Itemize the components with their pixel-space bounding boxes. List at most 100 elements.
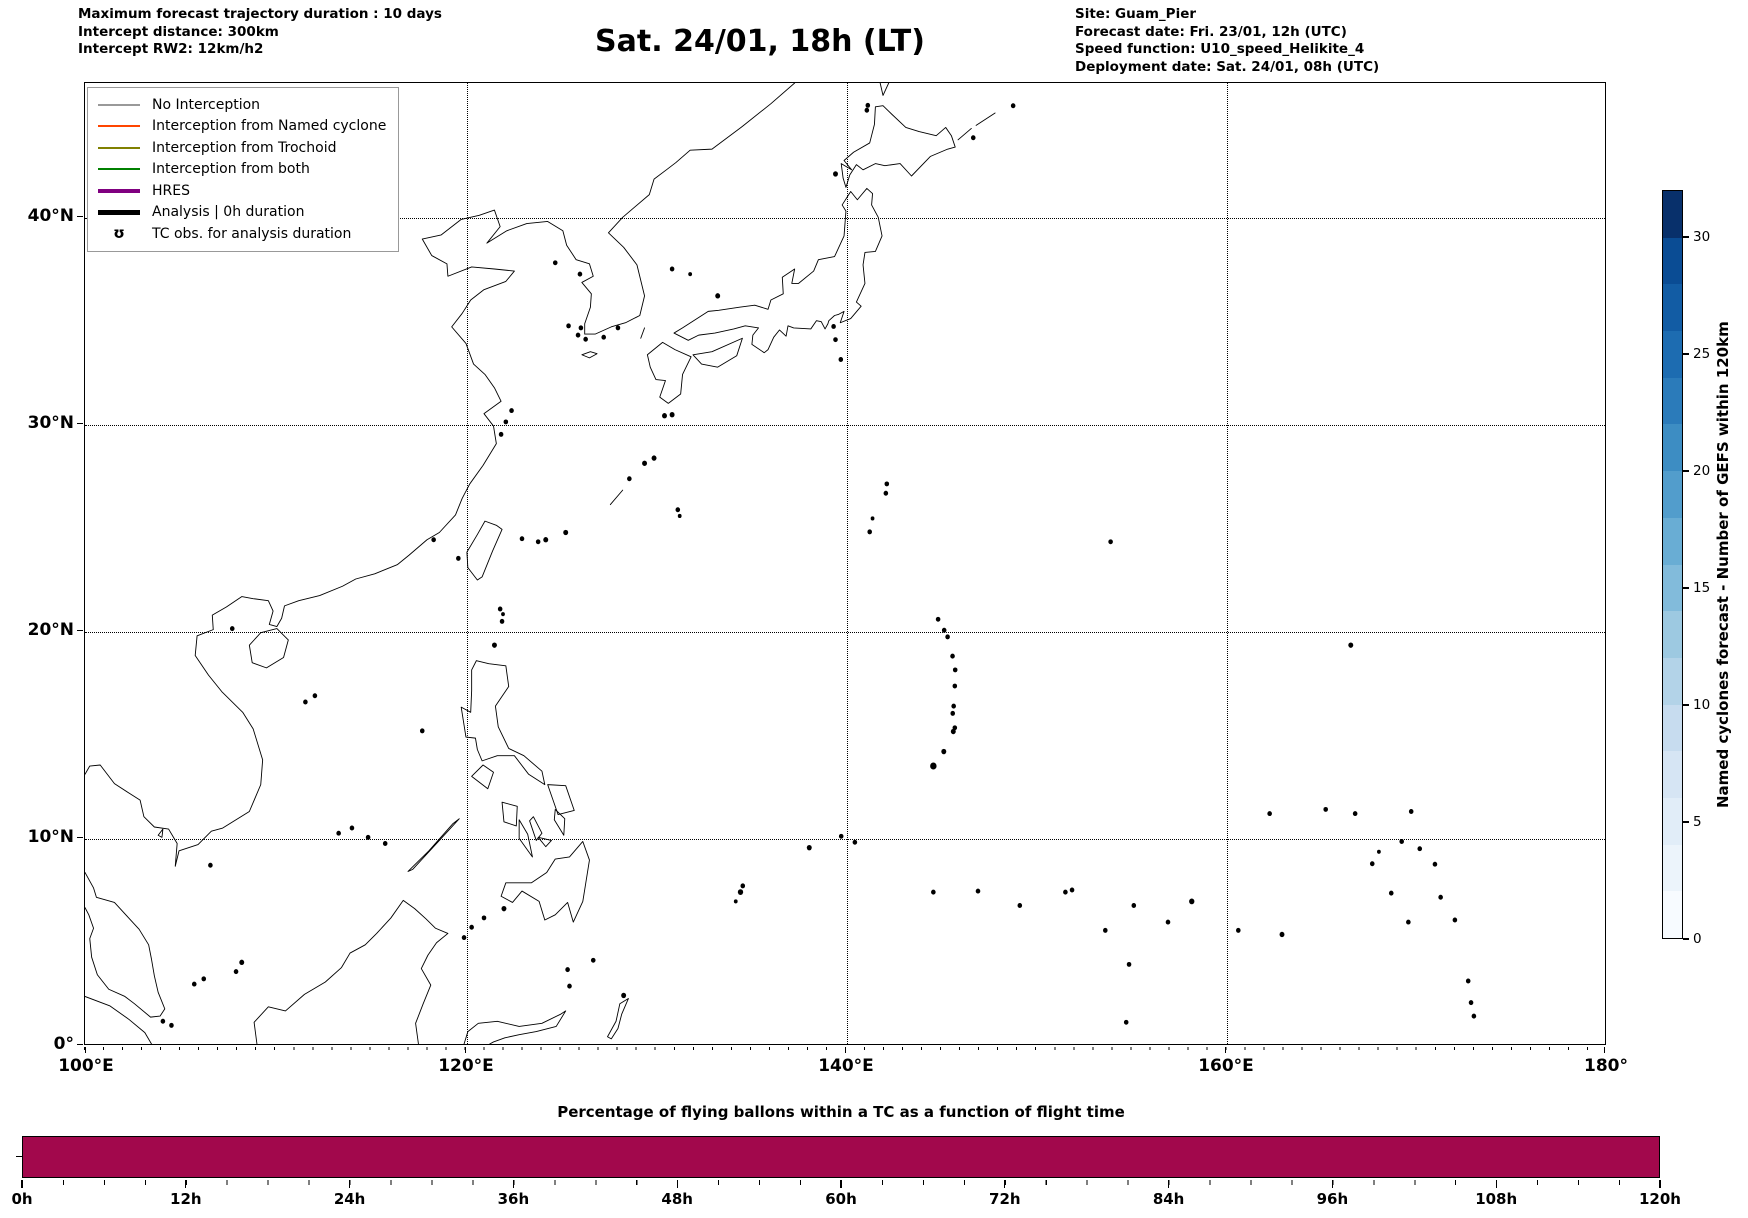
header-left-block: Maximum forecast trajectory duration : 1… bbox=[78, 6, 442, 59]
colorbar-band bbox=[1663, 751, 1682, 798]
legend-label: HRES bbox=[152, 182, 190, 199]
max-duration-text: Maximum forecast trajectory duration : 1… bbox=[78, 6, 442, 22]
bar-chart-title: Percentage of flying ballons within a TC… bbox=[557, 1103, 1125, 1121]
colorbar-band bbox=[1663, 657, 1682, 705]
colorbar-tick bbox=[1683, 587, 1689, 589]
bar-major-tick bbox=[1004, 1179, 1006, 1188]
xtick-160e bbox=[1225, 1046, 1227, 1053]
colorbar-band bbox=[1663, 797, 1682, 845]
bar-xtick-label: 72h bbox=[989, 1190, 1021, 1208]
bar-major-tick bbox=[1331, 1179, 1334, 1188]
xtick-120e bbox=[465, 1046, 467, 1053]
ytick-label-40n: 40°N bbox=[27, 206, 74, 226]
colorbar-band bbox=[1663, 377, 1682, 425]
bar-xtick-label: 60h bbox=[825, 1190, 857, 1208]
legend-row-tc-obs: ʊ TC obs. for analysis duration bbox=[98, 223, 388, 245]
legend-row-named-cyclone: Interception from Named cyclone bbox=[98, 116, 388, 138]
hres-line-swatch bbox=[98, 188, 140, 193]
ytick-10n bbox=[77, 837, 83, 839]
legend-label: No Interception bbox=[152, 96, 261, 113]
colorbar-tick bbox=[1683, 236, 1689, 238]
figure-title: Sat. 24/01, 18h (LT) bbox=[595, 24, 925, 59]
both-line-swatch bbox=[98, 168, 140, 171]
colorbar-tick bbox=[1683, 821, 1689, 823]
bar-y-mid-tick bbox=[16, 1156, 22, 1158]
bar-major-tick bbox=[676, 1179, 678, 1188]
colorbar-band bbox=[1663, 517, 1682, 565]
ytick-20n bbox=[77, 630, 83, 632]
legend-row-no-interception: No Interception bbox=[98, 94, 388, 116]
gridline-140e bbox=[847, 83, 848, 1044]
percentage-bar bbox=[22, 1136, 1660, 1178]
ytick-30n bbox=[77, 423, 83, 425]
colorbar-band bbox=[1663, 611, 1682, 658]
legend-label: Interception from both bbox=[152, 161, 310, 178]
bar-major-tick bbox=[1659, 1179, 1661, 1188]
colorbar-tick bbox=[1683, 938, 1689, 940]
bar-major-tick bbox=[1168, 1179, 1170, 1188]
xtick-label-140e: 140°E bbox=[818, 1056, 874, 1076]
ytick-label-20n: 20°N bbox=[27, 620, 74, 640]
no-interception-line-swatch bbox=[98, 103, 140, 106]
colorbar-tick bbox=[1683, 704, 1689, 706]
colorbar-band bbox=[1663, 424, 1682, 472]
xtick-label-120e: 120°E bbox=[438, 1056, 494, 1076]
colorbar-band bbox=[1663, 564, 1682, 612]
colorbar-tick-label: 0 bbox=[1693, 931, 1702, 947]
bar-xaxis: 0h 12h 24h 36h 48h 60h 72h 84h 96h 108h 120h bbox=[11, 1178, 1681, 1218]
speed-function-text: Speed function: U10_speed_Helikite_4 bbox=[1075, 41, 1365, 57]
intercept-rw2-text: Intercept RW2: 12km/h2 bbox=[78, 41, 264, 57]
bar-xtick-label: 120h bbox=[1639, 1190, 1681, 1208]
colorbar-tick-label: 20 bbox=[1693, 462, 1711, 479]
legend-label: Interception from Named cyclone bbox=[152, 118, 387, 135]
analysis-line-swatch bbox=[98, 210, 140, 215]
tc-obs-cyclone-icon: ʊ bbox=[113, 224, 125, 243]
bar-major-tick bbox=[349, 1179, 351, 1188]
colorbar-band bbox=[1663, 331, 1682, 378]
colorbar-bands bbox=[1662, 190, 1683, 939]
bar-xtick-label: 108h bbox=[1475, 1190, 1518, 1208]
gridline-160e bbox=[1227, 83, 1228, 1044]
colorbar-band bbox=[1663, 284, 1682, 332]
colorbar-band bbox=[1663, 704, 1682, 752]
legend-row-trochoid: Interception from Trochoid bbox=[98, 137, 388, 159]
colorbar-label: Named cyclones forecast - Number of GEFS… bbox=[1714, 321, 1732, 808]
colorbar-tick bbox=[1683, 470, 1689, 472]
bar-major-tick bbox=[1495, 1179, 1497, 1188]
gridline-20n bbox=[85, 632, 1605, 633]
bar-major-tick bbox=[21, 1179, 23, 1188]
ytick-label-0: 0° bbox=[53, 1034, 74, 1054]
bar-xtick-label: 48h bbox=[661, 1190, 693, 1208]
gridline-30n bbox=[85, 425, 1605, 426]
intercept-distance-text: Intercept distance: 300km bbox=[78, 23, 279, 40]
bar-xtick-label: 12h bbox=[170, 1190, 202, 1208]
legend-label: Analysis | 0h duration bbox=[152, 204, 305, 221]
island-dots bbox=[160, 102, 1477, 1028]
colorbar-tick-label: 15 bbox=[1693, 579, 1711, 596]
legend-label: Interception from Trochoid bbox=[152, 139, 337, 156]
xtick-label-100e: 100°E bbox=[58, 1056, 114, 1076]
legend: No Interception Interception from Named … bbox=[87, 87, 399, 252]
xtick-100e bbox=[85, 1046, 87, 1053]
xtick-140e bbox=[845, 1046, 847, 1053]
bar-xtick-label: 84h bbox=[1152, 1190, 1185, 1208]
xtick-label-180: 180° bbox=[1584, 1056, 1628, 1076]
map-panel: No Interception Interception from Named … bbox=[84, 82, 1606, 1045]
ytick-label-10n: 10°N bbox=[27, 827, 74, 847]
ytick-0 bbox=[77, 1044, 83, 1046]
bar-xtick-label: 24h bbox=[333, 1190, 366, 1208]
colorbar-tick-label: 30 bbox=[1693, 228, 1711, 245]
legend-row-hres: HRES bbox=[98, 180, 388, 202]
colorbar-band bbox=[1663, 891, 1682, 938]
ytick-40n bbox=[77, 216, 83, 218]
bar-major-tick bbox=[512, 1179, 515, 1188]
deployment-date-text: Deployment date: Sat. 24/01, 08h (UTC) bbox=[1075, 58, 1380, 75]
header-right-block: Site: Guam_Pier Forecast date: Fri. 23/0… bbox=[1075, 6, 1379, 76]
colorbar-tick-label: 25 bbox=[1693, 345, 1711, 362]
colorbar-tick-label: 10 bbox=[1693, 696, 1711, 713]
trochoid-line-swatch bbox=[98, 146, 140, 149]
legend-label: TC obs. for analysis duration bbox=[152, 225, 352, 242]
coastline-svg bbox=[85, 83, 1477, 1044]
gridline-10n bbox=[85, 839, 1605, 840]
colorbar-ticks: 0 5 10 15 20 25 30 bbox=[1683, 190, 1743, 947]
